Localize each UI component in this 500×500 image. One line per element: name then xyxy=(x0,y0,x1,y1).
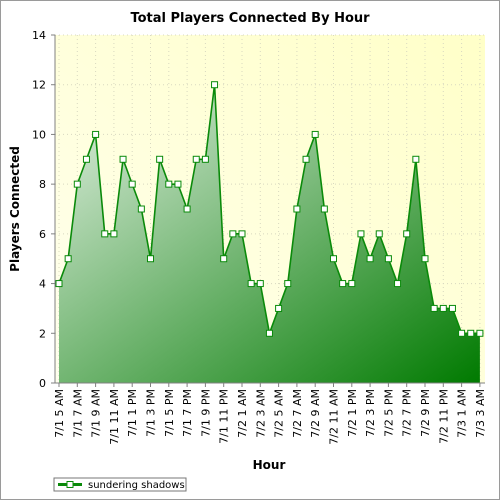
axes xyxy=(54,35,485,384)
y-tick-label: 0 xyxy=(39,377,46,390)
x-tick-label: 7/2 7 AM xyxy=(291,389,304,438)
data-points xyxy=(55,81,484,337)
data-point xyxy=(311,130,319,138)
data-point xyxy=(384,255,392,263)
x-tick-label: 7/3 3 AM xyxy=(474,389,487,438)
data-point xyxy=(183,205,191,213)
y-tick-label: 6 xyxy=(39,228,46,241)
x-tick-label: 7/2 5 AM xyxy=(273,389,286,438)
data-point xyxy=(421,255,429,263)
data-point xyxy=(302,155,310,163)
x-axis-ticks: 7/1 5 AM 7/1 7 AM 7/1 9 AM 7/1 11 AM 7/1 1 P… xyxy=(53,383,487,445)
data-point xyxy=(174,180,182,188)
data-point xyxy=(119,155,127,163)
y-tick-label: 14 xyxy=(32,29,46,42)
data-point xyxy=(293,205,301,213)
data-point xyxy=(458,329,466,337)
data-point xyxy=(192,155,200,163)
data-point xyxy=(403,230,411,238)
data-point xyxy=(357,230,365,238)
x-tick-label: 7/2 5 PM xyxy=(382,389,395,437)
x-tick-label: 7/1 7 PM xyxy=(181,389,194,437)
data-point xyxy=(101,230,109,238)
data-point xyxy=(211,81,219,89)
data-point xyxy=(348,280,356,288)
x-tick-label: 7/1 5 AM xyxy=(53,389,66,438)
data-point xyxy=(265,329,273,337)
data-point xyxy=(238,230,246,238)
x-tick-label: 7/1 11 AM xyxy=(108,389,121,445)
data-point xyxy=(220,255,228,263)
data-point xyxy=(330,255,337,263)
data-point xyxy=(82,155,90,163)
data-point xyxy=(284,280,292,288)
x-tick-label: 7/2 1 PM xyxy=(346,389,359,437)
x-tick-label: 7/1 9 AM xyxy=(90,389,103,438)
series-area xyxy=(59,84,480,383)
x-tick-label: 7/2 9 PM xyxy=(419,389,432,437)
data-point xyxy=(73,180,81,188)
data-point xyxy=(320,205,328,213)
data-point xyxy=(110,230,118,238)
x-tick-label: 7/1 7 AM xyxy=(71,389,84,438)
y-tick-label: 12 xyxy=(32,79,46,92)
data-point xyxy=(137,205,145,213)
data-point xyxy=(467,329,475,337)
legend: sundering shadows xyxy=(53,477,187,492)
y-tick-label: 10 xyxy=(32,128,46,141)
y-tick-label: 2 xyxy=(39,327,46,340)
data-point xyxy=(165,180,173,188)
data-point xyxy=(476,329,484,337)
x-tick-label: 7/1 1 PM xyxy=(126,389,139,437)
data-point xyxy=(412,155,420,163)
x-tick-label: 7/1 9 PM xyxy=(199,389,212,437)
data-point xyxy=(394,280,402,288)
data-point xyxy=(275,304,283,312)
data-point xyxy=(64,255,72,263)
data-point xyxy=(128,180,136,188)
data-point xyxy=(201,155,209,163)
legend-box xyxy=(53,477,187,492)
legend-label-sundering-shadows: sundering shadows xyxy=(88,480,185,491)
x-tick-label: 7/1 5 PM xyxy=(163,389,176,437)
chart-title: Total Players Connected By Hour xyxy=(130,11,370,26)
x-tick-label: 7/2 1 AM xyxy=(236,389,249,438)
x-tick-label: 7/2 9 AM xyxy=(309,389,322,438)
data-point xyxy=(256,280,264,288)
x-tick-label: 7/2 3 PM xyxy=(364,389,377,437)
data-point xyxy=(229,230,237,238)
data-point xyxy=(339,280,347,288)
data-point xyxy=(147,255,154,263)
legend-marker-swatch xyxy=(66,481,74,488)
data-point xyxy=(92,130,100,138)
x-tick-label: 7/2 3 AM xyxy=(254,389,267,438)
x-axis-title: Hour xyxy=(253,458,286,472)
y-axis-ticks: 0 2 4 6 8 10 12 14 xyxy=(32,29,55,390)
data-point xyxy=(55,280,63,288)
y-axis-title: Players Connected xyxy=(8,146,22,272)
x-tick-label: 7/3 1 AM xyxy=(456,389,469,438)
data-point xyxy=(247,280,255,288)
x-tick-label: 7/2 11 AM xyxy=(328,389,341,445)
data-point xyxy=(375,230,383,238)
data-point xyxy=(448,304,456,312)
x-tick-label: 7/1 3 PM xyxy=(145,389,158,437)
x-tick-label: 7/2 11 PM xyxy=(437,389,450,444)
data-point xyxy=(156,155,164,163)
y-tick-label: 8 xyxy=(39,178,46,191)
y-tick-label: 4 xyxy=(39,278,46,291)
data-point xyxy=(430,304,438,312)
x-tick-label: 7/1 11 PM xyxy=(218,389,231,444)
data-point xyxy=(439,304,447,312)
data-point xyxy=(366,255,374,263)
x-tick-label: 7/2 7 PM xyxy=(401,389,414,437)
